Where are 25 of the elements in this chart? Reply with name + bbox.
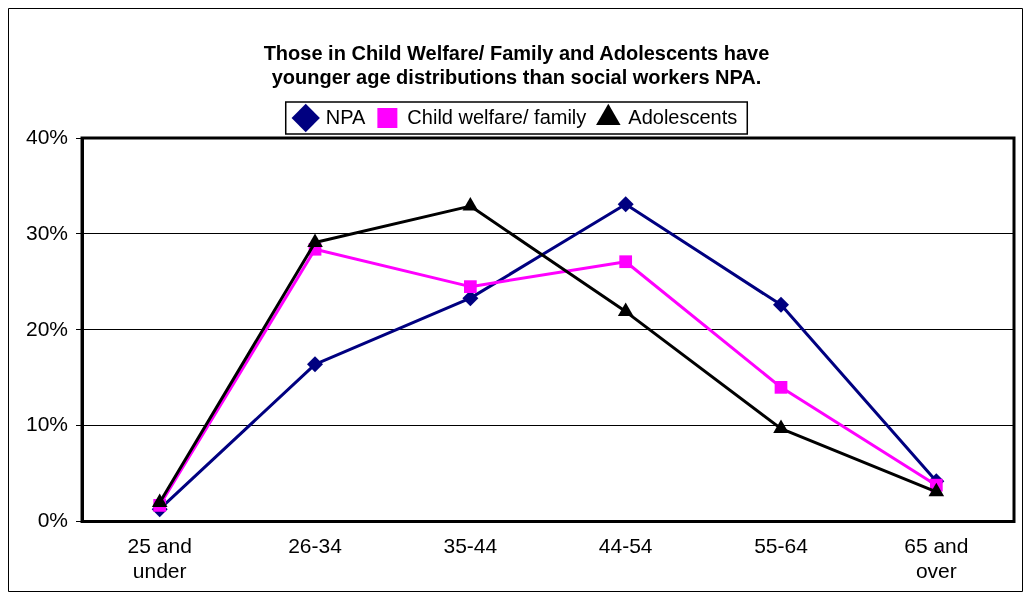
y-tick-label: 20% — [26, 316, 69, 340]
x-tick-label: 65 and over — [904, 534, 969, 583]
point — [462, 197, 479, 211]
point — [307, 233, 323, 248]
chart-title: Those in Child Welfare/ Family and Adolescents have younger age distributions than social workers NPA. — [263, 41, 770, 88]
point — [463, 280, 477, 294]
point — [773, 419, 789, 434]
y-tick-label: 0% — [37, 508, 69, 532]
legend-label: Adolescents — [628, 105, 738, 128]
y-tick-label: 30% — [26, 220, 69, 244]
y-tick-label: 40% — [26, 124, 69, 148]
x-tick-label: 44-54 — [598, 534, 653, 557]
point — [307, 356, 324, 373]
x-tick-label: 35-44 — [443, 534, 498, 557]
point — [774, 380, 788, 394]
point — [619, 255, 633, 269]
x-tick-label: 25 and under — [127, 534, 192, 583]
y-tick-label: 10% — [26, 412, 69, 436]
x-tick-label: 55-64 — [754, 534, 809, 557]
point — [617, 196, 634, 213]
x-tick-label: 26-34 — [288, 534, 343, 557]
point — [617, 302, 634, 317]
point — [773, 296, 790, 313]
legend-label: NPA — [325, 105, 367, 128]
legend-label: Child welfare/ family — [407, 105, 587, 128]
